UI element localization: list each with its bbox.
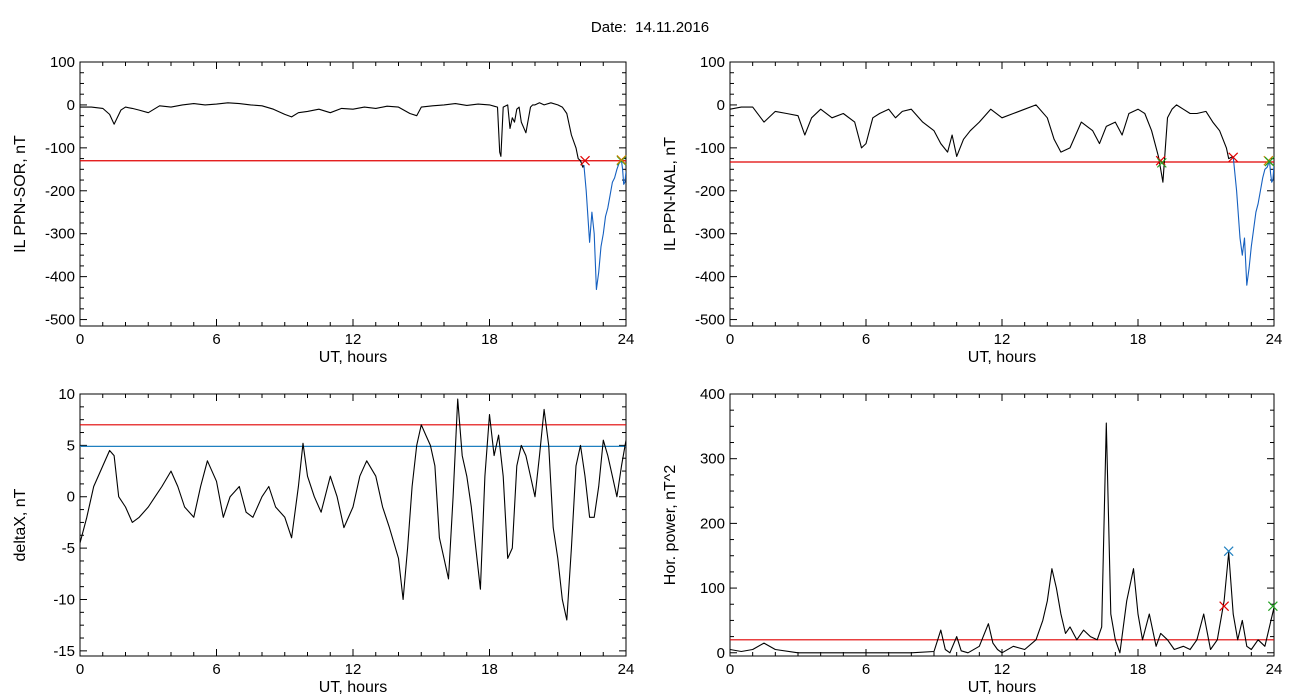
- y-axis-title: IL PPN-NAL, nT: [662, 137, 679, 251]
- y-tick-label: 100: [700, 580, 725, 597]
- y-tick-label: 0: [67, 489, 75, 506]
- figure-title: Date: 14.11.2016: [590, 19, 710, 36]
- y-tick-label: -500: [695, 312, 725, 329]
- x-tick-label: 6: [862, 661, 870, 678]
- x-tick-label: 6: [212, 661, 220, 678]
- x-marker: [1228, 152, 1239, 163]
- x-axis-title: UT, hours: [968, 349, 1036, 366]
- x-tick-label: 12: [345, 661, 362, 678]
- x-marker: [616, 154, 627, 165]
- x-tick-label: 24: [618, 661, 635, 678]
- x-tick-label: 0: [726, 331, 734, 348]
- chart-deltax: 0 6 12 18 24 -15 -10 -5 0 5 10 UT, hours deltaX, nT: [12, 386, 634, 696]
- y-tick-label: 5: [67, 437, 75, 454]
- x-tick-label: 24: [618, 331, 635, 348]
- x-marker: [616, 155, 627, 166]
- y-tick-label: -15: [53, 643, 75, 660]
- y-tick-label: 0: [67, 97, 75, 114]
- plot-area: [730, 104, 1274, 286]
- chart-nal: 0 6 12 18 24 -500 -400 -300 -200 -100 0 100 UT, hour…: [662, 54, 1282, 366]
- x-marker: [1156, 157, 1167, 168]
- y-tick-label: -100: [695, 140, 725, 157]
- plot-frame: [729, 393, 1275, 657]
- series-line-1: [583, 160, 626, 291]
- x-marker: [1219, 601, 1230, 612]
- x-marker: [1223, 546, 1234, 557]
- x-tick-label: 0: [76, 331, 84, 348]
- x-tick-label: 6: [212, 331, 220, 348]
- series-line-0: [80, 398, 626, 621]
- y-tick-label: 200: [700, 515, 725, 532]
- x-tick-label: 0: [726, 661, 734, 678]
- y-tick-label: -5: [62, 540, 75, 557]
- y-tick-label: 300: [700, 451, 725, 468]
- x-tick-label: 12: [345, 331, 362, 348]
- plot-area: [80, 102, 626, 291]
- y-tick-label: -400: [45, 269, 75, 286]
- y-tick-label: -300: [695, 226, 725, 243]
- x-axis-title: UT, hours: [968, 679, 1036, 696]
- chart-sor: 0 6 12 18 24 -500 -400 -300 -200 -100 0 100 UT, hour…: [12, 54, 634, 366]
- y-tick-label: 400: [700, 386, 725, 403]
- x-tick-label: 18: [1130, 661, 1147, 678]
- y-axis-title: Hor. power, nT^2: [662, 465, 679, 586]
- y-tick-label: 0: [717, 645, 725, 662]
- y-tick-label: 0: [717, 97, 725, 114]
- x-marker: [1264, 156, 1275, 167]
- plot-area: [730, 422, 1274, 654]
- x-tick-label: 6: [862, 331, 870, 348]
- x-marker: [1155, 155, 1166, 166]
- series-line-0: [80, 102, 585, 168]
- y-tick-label: -100: [45, 140, 75, 157]
- x-tick-label: 24: [1266, 331, 1283, 348]
- y-tick-label: -400: [695, 269, 725, 286]
- x-tick-label: 12: [994, 661, 1011, 678]
- y-tick-label: -200: [695, 183, 725, 200]
- plot-area: [80, 398, 626, 621]
- y-tick-label: 100: [700, 54, 725, 71]
- y-tick-label: -500: [45, 312, 75, 329]
- x-axis-title: UT, hours: [319, 679, 387, 696]
- series-line-0: [730, 422, 1274, 654]
- y-tick-label: -200: [45, 183, 75, 200]
- x-tick-label: 18: [481, 331, 498, 348]
- plot-frame: [79, 393, 627, 657]
- y-tick-label: -10: [53, 591, 75, 608]
- x-tick-label: 18: [1130, 331, 1147, 348]
- x-tick-label: 18: [481, 661, 498, 678]
- x-marker: [1267, 601, 1278, 612]
- y-axis-title: IL PPN-SOR, nT: [12, 135, 29, 253]
- y-axis-title: deltaX, nT: [12, 488, 29, 561]
- series-line-0: [730, 104, 1234, 183]
- x-tick-label: 12: [994, 331, 1011, 348]
- y-tick-label: 100: [50, 54, 75, 71]
- y-tick-label: -300: [45, 226, 75, 243]
- plot-frame: [729, 61, 1275, 327]
- series-line-1: [1232, 156, 1274, 286]
- x-marker: [580, 155, 590, 166]
- y-tick-label: 10: [58, 386, 75, 403]
- x-tick-label: 0: [76, 661, 84, 678]
- x-axis-title: UT, hours: [319, 349, 387, 366]
- plot-frame: [79, 61, 627, 327]
- x-tick-label: 24: [1266, 661, 1283, 678]
- chart-power: 0 6 12 18 24 0 100 200 300 400 UT, hours Hor. power…: [662, 386, 1282, 696]
